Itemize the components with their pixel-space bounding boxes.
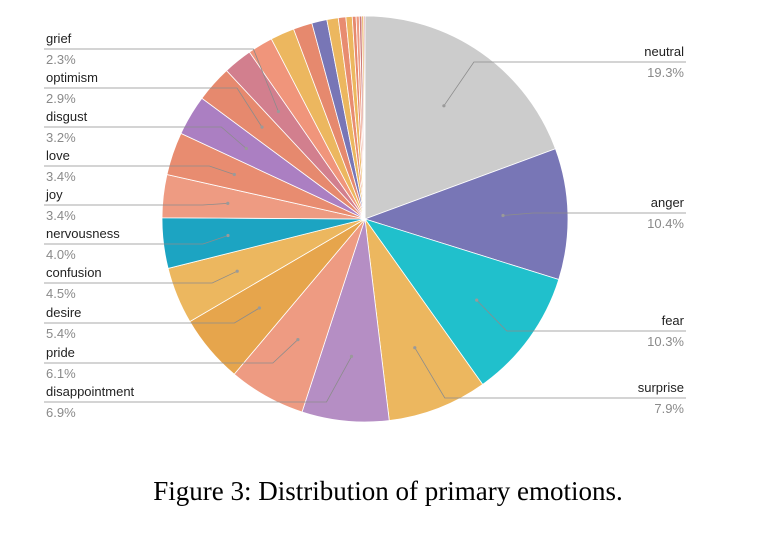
figure-caption: Figure 3: Distribution of primary emotio…	[153, 476, 623, 506]
leader-line-disappointment	[44, 356, 352, 403]
slice-value-love: 3.4%	[46, 169, 76, 184]
slice-label-love: love	[46, 148, 70, 163]
pie-slice-neutral	[364, 15, 556, 220]
slice-label-disappointment: disappointment	[46, 384, 135, 399]
slice-value-fear: 10.3%	[647, 334, 684, 349]
slice-label-confusion: confusion	[46, 265, 102, 280]
slice-label-desire: desire	[46, 305, 81, 320]
slice-value-desire: 5.4%	[46, 326, 76, 341]
leader-dot-disappointment	[349, 354, 354, 358]
slice-label-pride: pride	[46, 345, 75, 360]
pie-slice-surprise	[364, 218, 484, 421]
leader-dot-nervousness	[226, 233, 230, 238]
slice-value-joy: 3.4%	[46, 208, 76, 223]
slice-value-confusion: 4.5%	[46, 286, 76, 301]
slice-label-joy: joy	[45, 187, 63, 202]
leader-line-grief	[44, 48, 279, 112]
slice-value-disgust: 3.2%	[46, 130, 76, 145]
leader-line-love	[44, 165, 235, 175]
leader-line-confusion	[44, 270, 238, 284]
leader-dot-pride	[296, 338, 300, 342]
slice-label-surprise: surprise	[638, 380, 684, 395]
slice-value-anger: 10.4%	[647, 216, 684, 231]
leader-dot-fear	[475, 298, 479, 302]
leader-dot-grief	[276, 109, 280, 114]
slice-label-fear: fear	[662, 313, 685, 328]
leader-dot-surprise	[413, 346, 417, 350]
pie-slice-anger	[363, 148, 569, 281]
slice-value-optimism: 2.9%	[46, 91, 76, 106]
leader-dot-neutral	[442, 104, 446, 108]
slices-layer	[161, 15, 569, 423]
leader-dot-confusion	[235, 269, 239, 273]
slice-label-neutral: neutral	[644, 44, 684, 59]
leader-line-optimism	[44, 87, 263, 128]
slice-value-nervousness: 4.0%	[46, 247, 76, 262]
leader-line-anger	[502, 212, 686, 216]
leader-line-nervousness	[44, 235, 229, 245]
slice-label-disgust: disgust	[46, 109, 88, 124]
pie-chart-svg: neutral 19.3% anger 10.4% fear 10.3% surprise 7…	[44, 15, 686, 423]
slice-value-neutral: 19.3%	[647, 65, 684, 80]
leader-line-disgust	[44, 126, 247, 149]
pie-chart: neutral 19.3% anger 10.4% fear 10.3% surprise 7…	[44, 15, 686, 423]
leader-dot-disgust	[244, 146, 248, 151]
pie-slice-fear	[363, 218, 560, 385]
slice-value-disappointment: 6.9%	[46, 405, 76, 420]
leader-line-pride	[44, 339, 299, 364]
leader-line-neutral	[443, 61, 686, 107]
leader-line-desire	[44, 307, 260, 324]
leader-dot-optimism	[260, 125, 264, 129]
slice-value-pride: 6.1%	[46, 366, 76, 381]
leader-line-surprise	[414, 347, 686, 399]
slice-value-surprise: 7.9%	[654, 401, 684, 416]
leader-dot-joy	[226, 201, 230, 205]
labels-layer: neutral 19.3% anger 10.4% fear 10.3% surprise 7…	[45, 31, 685, 420]
pie-slice-unlabeled-25	[363, 15, 366, 220]
leader-line-fear	[476, 299, 686, 332]
slice-label-nervousness: nervousness	[46, 226, 120, 241]
leader-dot-desire	[257, 306, 261, 310]
leader-line-joy	[44, 203, 228, 206]
slice-label-grief: grief	[46, 31, 72, 46]
slice-value-grief: 2.3%	[46, 52, 76, 67]
slice-label-optimism: optimism	[46, 70, 98, 85]
leader-lines-layer	[44, 48, 686, 403]
slice-label-anger: anger	[651, 195, 685, 210]
leader-dot-love	[232, 172, 236, 177]
leader-dot-anger	[501, 213, 505, 218]
